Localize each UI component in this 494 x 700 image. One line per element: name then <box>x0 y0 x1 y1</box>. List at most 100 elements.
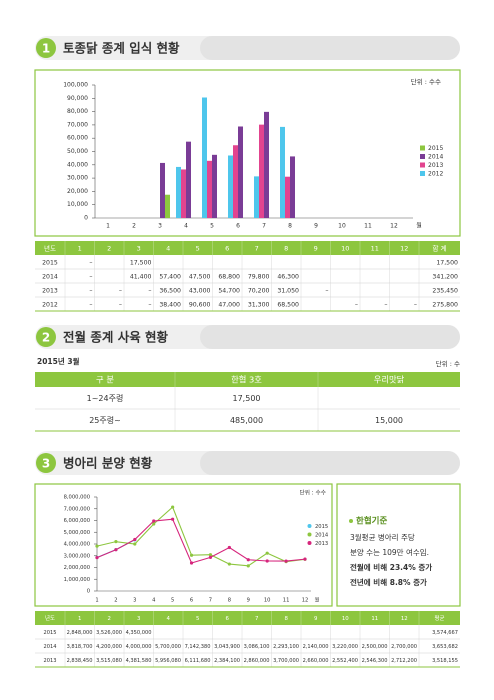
x-tick-label: 11 <box>283 598 290 604</box>
bar <box>212 154 217 218</box>
table-cell: – <box>325 288 328 295</box>
table-cell: 3,526,000 <box>96 630 122 636</box>
y-tick-label: 6,000,000 <box>64 518 90 524</box>
bar <box>254 176 259 218</box>
table-header-cell: 11 <box>371 245 379 253</box>
y-tick-label: 20,000 <box>67 188 88 195</box>
table-header-cell: 9 <box>314 245 318 253</box>
table-cell: 2,848,000 <box>67 630 93 636</box>
table-header-bg <box>35 241 460 255</box>
x-tick-label: 5 <box>171 598 174 604</box>
table-cell: – <box>148 302 151 309</box>
legend-label: 2013 <box>315 541 328 547</box>
table-header-cell: 2 <box>107 245 111 253</box>
legend-label: 2014 <box>315 533 329 539</box>
note-bullet <box>349 519 353 523</box>
x-tick-label: 3 <box>158 223 162 230</box>
y-tick-label: 90,000 <box>67 95 88 102</box>
table-header-cell: 8 <box>285 616 289 622</box>
y-tick-label: 10,000 <box>67 201 88 208</box>
x-tick-label: 9 <box>247 598 250 604</box>
table-cell: – <box>89 288 92 295</box>
table-cell: 17,500 <box>130 260 152 267</box>
table-header-cell: 4 <box>167 616 171 622</box>
table-header-cell: 우리맛닭 <box>374 375 405 385</box>
y-tick-label: 1,000,000 <box>64 577 90 583</box>
line-point <box>208 553 213 557</box>
note-line: 3월평균 병아리 주당 <box>350 532 415 542</box>
y-tick-label: 3,000,000 <box>64 553 90 559</box>
table-cell: 57,400 <box>159 274 181 281</box>
table-cell: 54,700 <box>218 288 240 295</box>
chart-unit: 단위 : 수수 <box>300 489 326 497</box>
table-header-bg <box>35 611 460 625</box>
x-tick-label: 2 <box>114 598 117 604</box>
y-tick-label: 40,000 <box>67 161 88 168</box>
line-point <box>152 522 156 526</box>
table-header-cell: 1 <box>78 245 82 253</box>
x-tick-label: 3 <box>133 598 136 604</box>
table-cell: – <box>89 260 92 267</box>
bar <box>259 124 264 218</box>
heading-number: 1 <box>42 42 50 56</box>
table-cell: 2015 <box>42 260 58 267</box>
y-tick-label: 2,000,000 <box>64 565 90 571</box>
table-header-cell: 6 <box>225 245 229 253</box>
table-cell: 25주령~ <box>89 416 121 425</box>
x-tick-label: 2 <box>132 223 136 230</box>
x-tick-label: 10 <box>338 223 346 230</box>
table-cell: 2014 <box>44 644 57 650</box>
x-tick-label: 4 <box>184 223 188 230</box>
line-point <box>265 559 269 563</box>
line-point <box>265 551 269 555</box>
note-line: 분양 수는 109만 여수임. <box>350 547 429 557</box>
legend-swatch <box>420 145 425 151</box>
line-point <box>152 519 156 523</box>
table-header-cell: 7 <box>255 616 258 622</box>
y-tick-label: 0 <box>87 589 90 595</box>
table-cell: 17,500 <box>436 260 458 267</box>
bar <box>238 126 243 218</box>
table-cell: 3,574,667 <box>432 630 458 636</box>
table-cell: 68,800 <box>218 274 240 281</box>
chart-frame <box>34 69 461 237</box>
table-cell: – <box>384 302 387 309</box>
table-cell: 341,200 <box>432 274 458 281</box>
table-header-cell: 2 <box>108 616 111 622</box>
table-unit: 단위 : 수 <box>436 359 460 368</box>
table-cell: 2015 <box>44 630 57 636</box>
legend-swatch <box>420 171 425 176</box>
y-tick-label: 4,000,000 <box>64 542 90 548</box>
table-cell: 2014 <box>42 274 58 281</box>
bar <box>186 141 191 218</box>
table-header-cell: 12 <box>400 245 408 253</box>
table-cell: 3,086,100 <box>244 644 270 650</box>
x-tick-label: 7 <box>209 598 212 604</box>
table-cell: 2013 <box>42 288 58 295</box>
x-tick-label: 1 <box>95 598 98 604</box>
table-cell: 2,700,000 <box>391 644 417 650</box>
bar <box>181 169 186 218</box>
table-cell: 2,140,000 <box>303 644 329 650</box>
legend-label: 2013 <box>428 162 443 169</box>
table-cell: 3,818,700 <box>67 644 93 650</box>
bar <box>176 166 181 218</box>
table-cell: 70,200 <box>248 288 270 295</box>
table-header-bg <box>35 372 460 387</box>
table-cell: 15,000 <box>375 416 403 425</box>
legend-swatch <box>307 541 312 545</box>
x-tick-label: 12 <box>302 598 309 604</box>
table-header-cell: 4 <box>166 245 170 253</box>
y-tick-label: 80,000 <box>67 108 88 115</box>
line-point <box>246 558 250 562</box>
legend-swatch <box>420 154 425 159</box>
x-tick-label: 8 <box>228 598 231 604</box>
line-point <box>133 542 137 546</box>
bar <box>165 194 170 218</box>
line-point <box>133 537 137 542</box>
line-point <box>171 517 175 521</box>
table-cell: 235,450 <box>432 288 458 295</box>
table-header-cell: 합 계 <box>432 244 446 253</box>
table-header-cell: 5 <box>196 616 199 622</box>
